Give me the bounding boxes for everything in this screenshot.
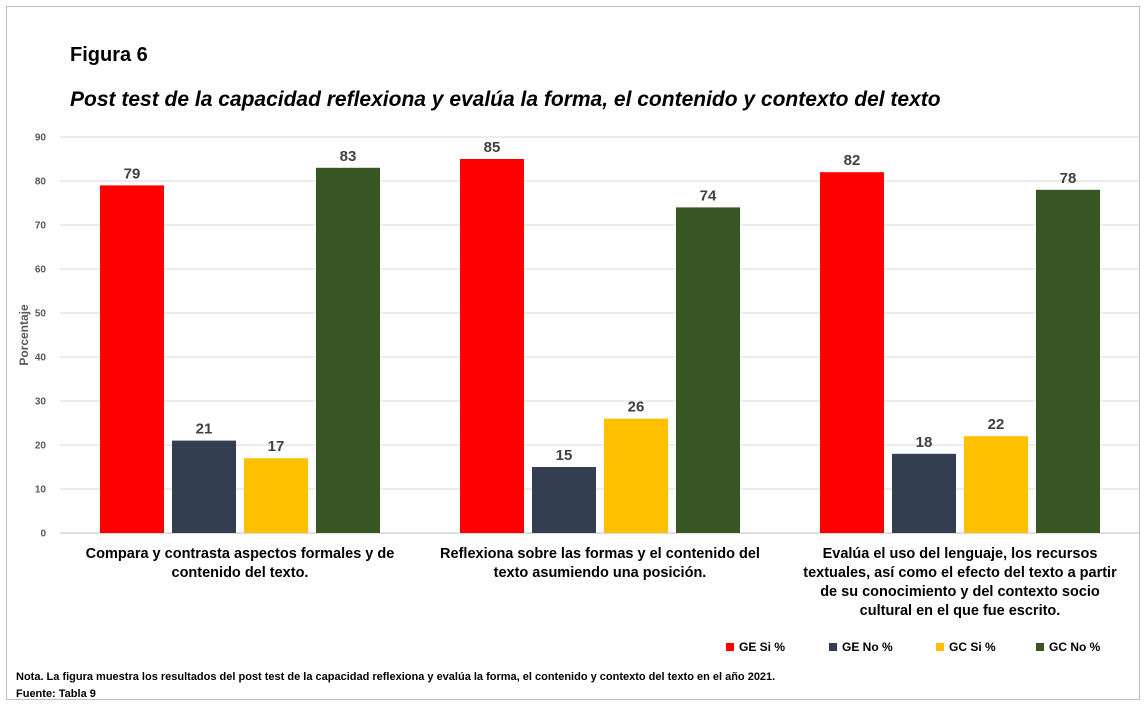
y-tick-label: 10 xyxy=(35,485,47,496)
data-label: 22 xyxy=(988,416,1005,433)
y-tick-label: 70 xyxy=(35,221,47,232)
bar xyxy=(244,458,308,533)
y-tick-label: 40 xyxy=(35,353,47,364)
bar xyxy=(604,418,668,533)
x-category-label: contenido del texto. xyxy=(172,565,309,581)
bar xyxy=(1036,189,1100,534)
y-tick-label: 60 xyxy=(35,265,47,276)
bar xyxy=(676,207,740,533)
y-tick-label: 20 xyxy=(35,441,47,452)
legend-label: GC Si % xyxy=(949,640,996,654)
legend-label: GE Si % xyxy=(739,640,785,654)
data-label: 79 xyxy=(124,165,141,182)
data-label: 26 xyxy=(628,399,645,416)
x-category-label: Reflexiona sobre las formas y el conteni… xyxy=(440,546,760,562)
y-axis-title: Porcentaje xyxy=(17,304,31,366)
figure-source: Fuente: Tabla 9 xyxy=(16,688,96,700)
legend-swatch xyxy=(936,643,944,651)
legend-swatch xyxy=(726,643,734,651)
bar xyxy=(460,159,524,533)
y-tick-label: 50 xyxy=(35,309,47,320)
x-category-label: Evalúa el uso del lenguaje, los recursos xyxy=(823,546,1098,562)
legend-label: GE No % xyxy=(842,640,893,654)
bar xyxy=(532,467,596,533)
data-label: 18 xyxy=(916,434,933,451)
x-category-label: Compara y contrasta aspectos formales y … xyxy=(86,546,395,562)
data-label: 21 xyxy=(196,421,213,438)
x-category-label: texto asumiendo una posición. xyxy=(494,565,707,581)
bar xyxy=(172,440,236,533)
data-label: 78 xyxy=(1060,170,1077,187)
legend-swatch xyxy=(829,643,837,651)
y-tick-label: 30 xyxy=(35,397,47,408)
figure-title: Post test de la capacidad reflexiona y e… xyxy=(70,88,941,111)
legend-swatch xyxy=(1036,643,1044,651)
y-tick-label: 80 xyxy=(35,177,47,188)
bar xyxy=(100,185,164,533)
data-label: 15 xyxy=(556,447,573,464)
x-category-label: textuales, así como el efecto del texto … xyxy=(803,565,1117,581)
x-category-label: de su conocimiento y del contexto socio xyxy=(820,584,1100,600)
data-label: 74 xyxy=(700,187,717,204)
bar xyxy=(820,172,884,533)
data-label: 83 xyxy=(340,148,357,165)
data-label: 82 xyxy=(844,152,861,169)
y-tick-label: 0 xyxy=(40,529,46,540)
figure-frame xyxy=(6,6,1140,700)
y-tick-label: 90 xyxy=(35,133,47,144)
data-label: 85 xyxy=(484,139,501,156)
bar xyxy=(964,436,1028,533)
bar xyxy=(892,453,956,533)
figure-note: Nota. La figura muestra los resultados d… xyxy=(16,671,776,683)
legend-label: GC No % xyxy=(1049,640,1101,654)
data-label: 17 xyxy=(268,438,285,455)
x-category-label: cultural en el que fue escrito. xyxy=(860,603,1061,619)
bar xyxy=(316,167,380,534)
figure-label: Figura 6 xyxy=(70,44,148,66)
